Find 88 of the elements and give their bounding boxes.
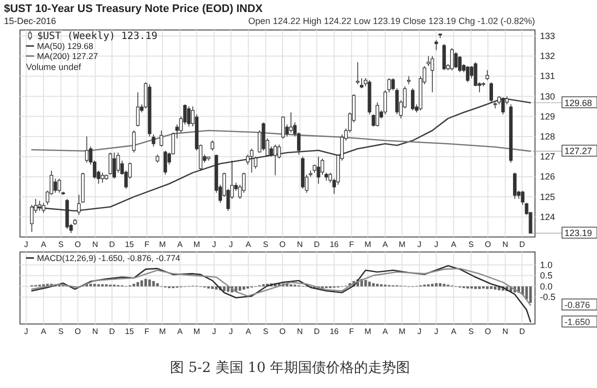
- x-tick-label: J: [417, 327, 422, 336]
- y-tick-label: 124: [540, 212, 556, 222]
- x-tick-label: O: [279, 240, 286, 249]
- x-tick-label: 16: [330, 240, 340, 249]
- x-tick-label: A: [246, 240, 252, 249]
- y-tick-label: 0.0: [540, 281, 553, 292]
- x-tick-label: 16: [330, 327, 340, 336]
- x-tick-label: F: [349, 327, 354, 336]
- x-tick-label: O: [484, 327, 491, 336]
- x-tick-label: N: [297, 240, 304, 249]
- x-tick-label: O: [74, 327, 81, 336]
- x-tick-label: A: [382, 327, 389, 336]
- x-tick-label: A: [177, 240, 184, 249]
- x-tick-label: J: [212, 240, 216, 249]
- annotation: 127.27: [564, 146, 592, 156]
- x-tick-label: D: [314, 240, 320, 249]
- x-tick-label: D: [109, 240, 116, 249]
- y-tick-label: 133: [540, 31, 556, 42]
- x-tick-label: O: [74, 240, 81, 249]
- y-tick-label: 0.5: [540, 270, 553, 281]
- x-tick-label: S: [263, 327, 268, 336]
- x-tick-label: A: [382, 240, 389, 249]
- y-tick-label: 126: [540, 172, 556, 182]
- x-tick-label: A: [40, 327, 47, 336]
- x-tick-label: S: [58, 327, 64, 336]
- x-tick-label: D: [109, 327, 116, 336]
- y-tick-label: 1.0: [540, 260, 553, 270]
- x-tick-label: D: [314, 327, 320, 336]
- y-tick-label: 128: [540, 132, 556, 142]
- x-tick-label: D: [519, 327, 526, 336]
- x-tick-label: D: [519, 240, 526, 249]
- y-tick-label: 129: [540, 111, 556, 122]
- x-tick-label: M: [193, 327, 200, 336]
- x-tick-label: N: [502, 327, 508, 336]
- y-tick-label: -0.5: [540, 292, 556, 302]
- x-tick-label: F: [144, 327, 150, 336]
- x-tick-label: J: [434, 240, 438, 249]
- text: Open 124.22 High 124.22 Low 123.19 Close 123.19 Chg -1.02 (-0.82%): [248, 16, 535, 26]
- x-tick-label: M: [364, 240, 372, 249]
- x-tick-label: S: [468, 327, 474, 336]
- legend-label: MACD(12,26,9) -1.650, -0.876, -0.774: [37, 253, 180, 263]
- x-tick-label: J: [434, 327, 438, 336]
- legend-label: MA(50) 129.68: [37, 41, 94, 51]
- text: -0.876: [564, 300, 590, 310]
- annotation: 123.19: [564, 228, 592, 238]
- x-tick-label: M: [398, 327, 406, 336]
- x-tick-label: N: [92, 327, 98, 336]
- x-tick-label: A: [40, 240, 47, 249]
- x-tick-label: M: [159, 327, 166, 336]
- x-tick-label: A: [246, 327, 252, 336]
- x-tick-label: 15: [124, 327, 134, 336]
- x-tick-label: A: [450, 327, 457, 336]
- x-tick-label: 15: [124, 240, 134, 249]
- x-tick-label: M: [364, 327, 372, 336]
- chart-subtitle: 15-Dec-2016: [4, 16, 56, 26]
- x-tick-label: S: [58, 240, 64, 249]
- x-tick-label: J: [24, 240, 28, 249]
- x-tick-label: J: [228, 327, 233, 336]
- x-tick-label: M: [398, 240, 406, 249]
- caption: 图 5-2 美国 10 年期国债价格的走势图: [170, 360, 410, 376]
- y-tick-label: 125: [540, 192, 556, 202]
- x-tick-label: M: [159, 240, 166, 249]
- x-tick-label: S: [263, 240, 268, 249]
- x-tick-label: S: [468, 240, 474, 249]
- x-tick-label: J: [228, 240, 233, 249]
- x-tick-label: J: [417, 240, 422, 249]
- chart-title: $UST 10-Year US Treasury Note Price (EOD) INDX: [4, 3, 264, 15]
- text: -1.650: [564, 317, 590, 327]
- y-tick-label: 130: [540, 91, 556, 102]
- x-tick-label: M: [193, 240, 200, 249]
- y-tick-label: 132: [540, 51, 556, 62]
- legend-label: $UST (Weekly) 123.19: [37, 31, 158, 42]
- x-tick-label: F: [144, 240, 150, 249]
- legend-label: MA(200) 127.27: [37, 51, 98, 61]
- x-tick-label: A: [450, 240, 457, 249]
- x-tick-label: J: [24, 327, 28, 336]
- x-tick-label: O: [279, 327, 286, 336]
- x-tick-label: N: [92, 240, 98, 249]
- annotation: 129.68: [564, 98, 592, 108]
- x-tick-label: N: [297, 327, 304, 336]
- y-tick-label: 127: [540, 152, 556, 162]
- x-tick-label: F: [349, 240, 354, 249]
- x-tick-label: O: [484, 240, 491, 249]
- x-tick-label: A: [177, 327, 184, 336]
- x-tick-label: N: [502, 240, 508, 249]
- x-tick-label: J: [212, 327, 216, 336]
- y-tick-label: 131: [540, 71, 556, 82]
- annotation: Volume undef: [26, 62, 82, 72]
